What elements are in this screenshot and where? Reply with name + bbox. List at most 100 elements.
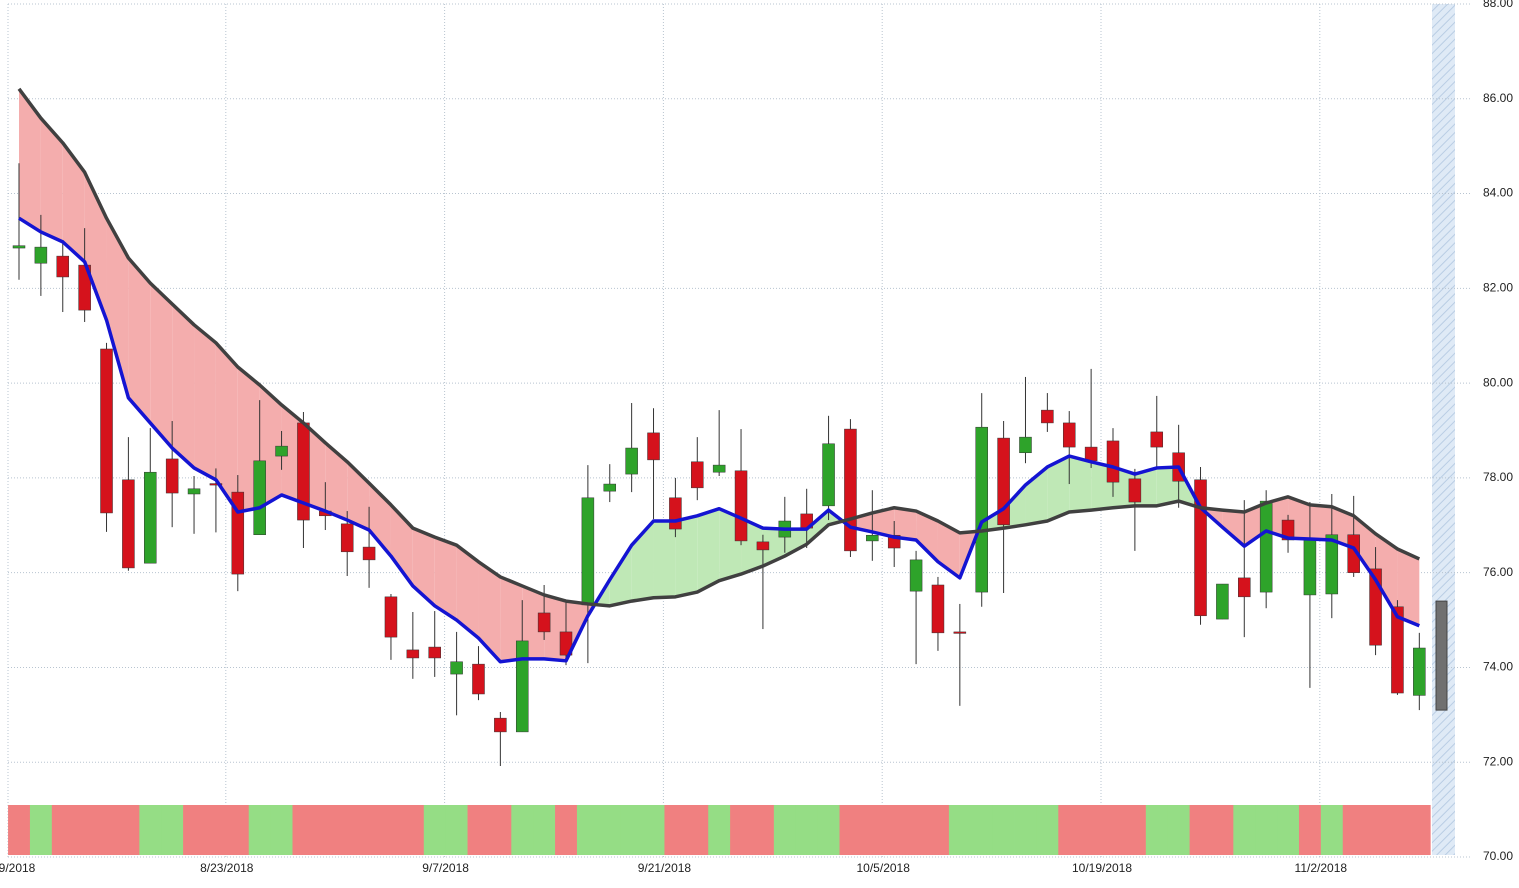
x-tick-label: 9/7/2018 xyxy=(422,861,469,875)
band-piece xyxy=(325,442,348,521)
candle-body xyxy=(209,483,223,486)
signal-cell xyxy=(95,805,118,855)
signal-cell xyxy=(445,805,468,855)
signal-cell xyxy=(1080,805,1103,855)
signal-cell xyxy=(708,805,731,855)
band-piece xyxy=(40,118,63,242)
signal-cell xyxy=(992,805,1015,855)
candle-body xyxy=(100,348,113,514)
signal-cell xyxy=(358,805,381,855)
candle-body xyxy=(909,559,923,592)
signal-cell xyxy=(970,805,994,855)
signal-cell xyxy=(1320,805,1344,855)
candle-body xyxy=(669,497,682,530)
signal-cell xyxy=(314,805,337,855)
signal-cell xyxy=(773,805,797,855)
candle-body xyxy=(428,646,441,659)
signal-cell xyxy=(1189,805,1212,855)
signal-cell xyxy=(511,805,534,855)
signal-cell xyxy=(905,805,928,855)
signal-cell xyxy=(861,805,884,855)
signal-cell xyxy=(248,805,272,855)
candle-body xyxy=(34,246,48,264)
candle-body xyxy=(1281,519,1295,541)
x-tick-label: 10/5/2018 xyxy=(857,861,911,875)
candle-body xyxy=(1391,606,1404,694)
signal-cell xyxy=(161,805,184,855)
candle-body xyxy=(953,631,967,634)
signal-cell xyxy=(270,805,293,855)
signal-cell xyxy=(117,805,140,855)
signal-cell xyxy=(1277,805,1300,855)
candle-body xyxy=(734,470,748,542)
y-tick-label: 88.00 xyxy=(1483,0,1513,10)
band-piece xyxy=(916,511,938,562)
signal-cell xyxy=(204,805,228,855)
signal-cell xyxy=(1255,805,1278,855)
x-tick-label: 10/19/2018 xyxy=(1072,861,1132,875)
band-piece xyxy=(412,528,435,606)
candle-body xyxy=(844,428,857,552)
candle-body xyxy=(122,479,135,569)
band-piece xyxy=(500,576,523,662)
signal-cell xyxy=(336,805,359,855)
signal-cell xyxy=(1298,805,1322,855)
candle-body xyxy=(275,445,288,457)
signal-cell xyxy=(1386,805,1409,855)
x-tick-label: 11/2/2018 xyxy=(1295,861,1348,875)
x-tick-label: 8/23/2018 xyxy=(200,861,254,875)
band-piece xyxy=(478,561,501,662)
band-piece xyxy=(872,507,895,538)
y-tick-label: 78.00 xyxy=(1483,470,1513,484)
signal-cell xyxy=(1102,805,1125,855)
band-piece xyxy=(653,521,676,598)
band-piece xyxy=(172,303,195,468)
candles xyxy=(12,163,1426,767)
band-piece xyxy=(697,508,720,593)
signal-cell xyxy=(183,805,206,855)
candle-body xyxy=(1019,436,1032,454)
signal-cell xyxy=(51,805,75,855)
candle-body xyxy=(581,497,595,606)
candle-body xyxy=(691,461,704,489)
candle-body xyxy=(1150,431,1164,448)
signal-cell xyxy=(817,805,840,855)
candle-body xyxy=(975,426,988,593)
signal-cell xyxy=(839,805,862,855)
signal-cell xyxy=(380,805,403,855)
candle-body xyxy=(1413,647,1426,696)
candle-body xyxy=(756,541,770,551)
signal-cell xyxy=(730,805,753,855)
signal-cell xyxy=(751,805,775,855)
candle-body xyxy=(822,443,835,507)
candle-body xyxy=(1084,446,1098,462)
band-piece xyxy=(390,504,413,586)
signal-cell xyxy=(8,805,31,855)
signal-cell xyxy=(620,805,643,855)
candle-body xyxy=(1041,409,1054,424)
candle-body xyxy=(1259,500,1273,593)
signal-cell xyxy=(686,805,709,855)
candle-body xyxy=(712,464,726,473)
signal-cell xyxy=(795,805,819,855)
candle-body xyxy=(187,488,201,495)
x-tick-label: 8/9/2018 xyxy=(0,861,36,875)
band-piece xyxy=(1353,515,1376,580)
candle-body xyxy=(12,245,26,249)
candle-body xyxy=(931,584,945,634)
band-piece xyxy=(150,283,173,449)
candle-body xyxy=(362,546,376,561)
signal-cell xyxy=(576,805,600,855)
signal-cell xyxy=(1145,805,1169,855)
candle-body xyxy=(1238,577,1251,598)
y-tick-label: 80.00 xyxy=(1483,375,1513,389)
y-tick-label: 72.00 xyxy=(1483,754,1513,768)
y-tick-label: 82.00 xyxy=(1483,281,1513,295)
candle-body xyxy=(144,471,157,564)
ma-line xyxy=(18,216,1420,664)
y-tick-label: 76.00 xyxy=(1483,565,1513,579)
signal-cell xyxy=(927,805,950,855)
band-piece xyxy=(1222,510,1245,547)
